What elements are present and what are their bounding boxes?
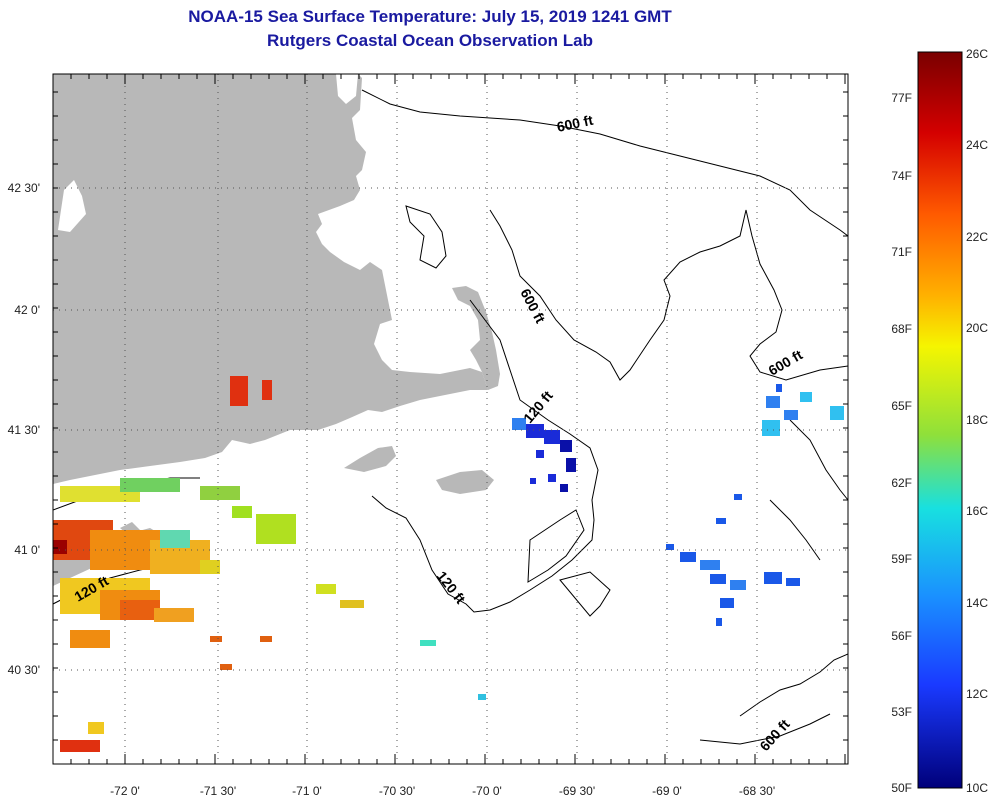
sst-cold-cluster: [512, 418, 576, 492]
celsius-label: 26C: [966, 47, 988, 61]
lat-label: 41 30': [8, 423, 40, 437]
celsius-label: 16C: [966, 504, 988, 518]
fahrenheit-label: 77F: [891, 91, 912, 105]
fahrenheit-label: 68F: [891, 322, 912, 336]
celsius-label: 14C: [966, 596, 988, 610]
sst-mid-cluster: [60, 478, 486, 700]
map-title: NOAA-15 Sea Surface Temperature: July 15…: [188, 7, 672, 26]
lat-label: 41 0': [14, 543, 40, 557]
fahrenheit-label: 56F: [891, 629, 912, 643]
celsius-label: 10C: [966, 781, 988, 795]
celsius-label: 22C: [966, 230, 988, 244]
lon-label: -70 0': [472, 784, 502, 798]
land-nantucket: [436, 470, 494, 494]
cloud-patch: [58, 180, 86, 232]
axis-ticks: [53, 74, 848, 764]
land-mainland: [53, 74, 488, 484]
colorbar-fahrenheit-labels: 77F 74F 71F 68F 65F 62F 59F 56F 53F 50F: [891, 91, 912, 795]
lat-label: 42 30': [8, 181, 40, 195]
contour-label-600: 600 ft: [555, 112, 594, 135]
lon-label: -69 0': [652, 784, 682, 798]
fahrenheit-label: 71F: [891, 245, 912, 259]
lon-label: -72 0': [110, 784, 140, 798]
fahrenheit-label: 59F: [891, 552, 912, 566]
fahrenheit-label: 62F: [891, 476, 912, 490]
celsius-label: 12C: [966, 687, 988, 701]
fahrenheit-label: 65F: [891, 399, 912, 413]
lon-label: -71 0': [292, 784, 322, 798]
colorbar-celsius-labels: 26C 24C 22C 20C 18C 16C 14C 12C 10C: [966, 47, 988, 795]
lon-label: -71 30': [200, 784, 236, 798]
graticule: [53, 74, 848, 764]
celsius-label: 18C: [966, 413, 988, 427]
lon-label: -68 30': [739, 784, 775, 798]
latitude-labels: 42 30' 42 0' 41 30' 41 0' 40 30': [8, 181, 40, 677]
fahrenheit-label: 50F: [891, 781, 912, 795]
lon-label: -70 30': [379, 784, 415, 798]
celsius-label: 20C: [966, 321, 988, 335]
land-cape-cod: [452, 286, 500, 390]
lat-label: 40 30': [8, 663, 40, 677]
lat-label: 42 0': [14, 303, 40, 317]
fahrenheit-label: 74F: [891, 169, 912, 183]
map-subtitle: Rutgers Coastal Ocean Observation Lab: [267, 31, 593, 50]
colorbar: [917, 51, 963, 789]
lon-label: -69 30': [559, 784, 595, 798]
celsius-label: 24C: [966, 138, 988, 152]
fahrenheit-label: 53F: [891, 705, 912, 719]
sst-offshore-cool-cluster: [666, 384, 844, 626]
land-marthas-vineyard: [344, 446, 396, 472]
longitude-labels: -72 0' -71 30' -71 0' -70 30' -70 0' -69…: [110, 784, 775, 798]
